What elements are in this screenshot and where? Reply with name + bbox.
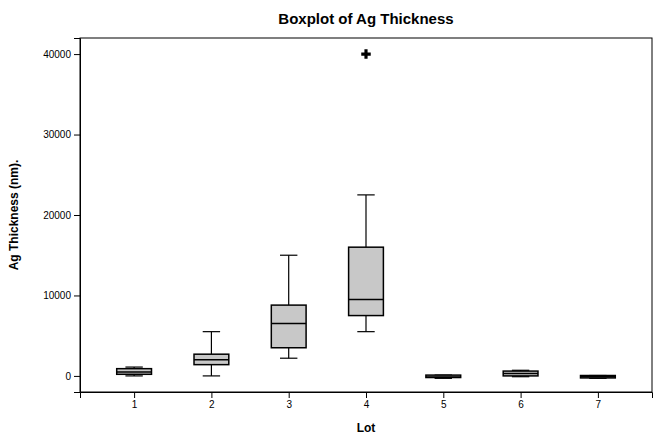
x-tick: 3	[286, 392, 292, 410]
x-tick-mark	[211, 392, 212, 398]
plot-frame	[80, 38, 652, 392]
median	[117, 371, 152, 373]
y-tick: 0	[65, 371, 80, 382]
box	[426, 375, 461, 377]
median	[349, 299, 384, 301]
box-group	[117, 367, 152, 376]
box-group	[194, 332, 229, 376]
box	[349, 247, 384, 315]
box	[503, 371, 538, 376]
median	[503, 373, 538, 375]
lower-whisker	[365, 316, 366, 332]
y-tick-mark	[74, 295, 80, 296]
median	[581, 376, 616, 378]
chart: 1 2 3 4 5 6 7 0 10000 20000 30000 40000 Boxplot of A…	[0, 0, 672, 444]
median	[194, 359, 229, 361]
y-axis-line	[74, 39, 81, 393]
upper-cap	[357, 194, 374, 195]
x-tick: 1	[132, 392, 138, 410]
x-tick: 2	[209, 392, 215, 410]
x-tick-label: 6	[518, 399, 524, 410]
x-tick-mark	[289, 392, 290, 398]
box-group	[349, 49, 384, 331]
y-tick-label: 10000	[43, 290, 71, 301]
upper-cap	[203, 331, 220, 332]
upper-whisker	[288, 255, 289, 305]
lower-cap	[280, 358, 297, 359]
upper-whisker	[365, 195, 366, 247]
y-tick-mark	[74, 54, 80, 55]
y-tick-mark	[74, 215, 80, 216]
y-tick-label: 20000	[43, 210, 71, 221]
median	[271, 323, 306, 325]
x-tick-mark	[521, 392, 522, 398]
box	[581, 376, 616, 378]
x-tick-mark	[443, 392, 444, 398]
box	[194, 354, 229, 364]
title: Boxplot of Ag Thickness	[278, 10, 453, 27]
x-tick-label: 4	[364, 399, 370, 410]
box-group	[271, 255, 306, 358]
y-axis: 0 10000 20000 30000 40000	[43, 39, 80, 393]
x-tick-label: 5	[441, 399, 447, 410]
y-axis-title: Ag Thickness (nm).	[7, 160, 21, 271]
y-tick: 10000	[43, 290, 80, 301]
y-tick-mark	[74, 376, 80, 377]
y-tick: 30000	[43, 129, 80, 140]
x-tick-label: 2	[209, 399, 215, 410]
box	[117, 369, 152, 375]
x-tick: 7	[596, 392, 602, 410]
y-tick: 20000	[43, 210, 80, 221]
lower-cap	[357, 331, 374, 332]
x-tick-mark	[366, 392, 367, 398]
flier	[361, 49, 370, 58]
y-tick-mark	[74, 135, 80, 136]
y-tick-label: 30000	[43, 129, 71, 140]
x-tick-label: 1	[132, 399, 138, 410]
lower-cap	[203, 375, 220, 376]
x-tick-label: 3	[286, 399, 292, 410]
x-tick: 4	[364, 392, 370, 410]
x-axis: 1 2 3 4 5 6 7	[81, 392, 653, 410]
y-tick-label: 40000	[43, 49, 71, 60]
lower-whisker	[211, 365, 212, 376]
lower-cap	[125, 375, 142, 376]
x-tick-mark	[134, 392, 135, 398]
box-group	[503, 370, 538, 376]
y-tick-label: 0	[65, 371, 71, 382]
box-group	[581, 376, 616, 379]
y-tick: 40000	[43, 49, 80, 60]
x-tick-mark	[598, 392, 599, 398]
x-axis-line	[81, 393, 653, 399]
box-group	[426, 375, 461, 378]
lower-whisker	[288, 348, 289, 358]
median	[426, 376, 461, 378]
boxes	[117, 49, 616, 378]
x-tick-label: 7	[596, 399, 602, 410]
x-axis-title: Lot	[357, 421, 376, 435]
x-tick: 5	[441, 392, 447, 410]
x-tick: 6	[518, 392, 524, 410]
upper-cap	[125, 366, 142, 367]
box	[271, 305, 306, 348]
upper-whisker	[211, 332, 212, 355]
upper-cap	[280, 255, 297, 256]
